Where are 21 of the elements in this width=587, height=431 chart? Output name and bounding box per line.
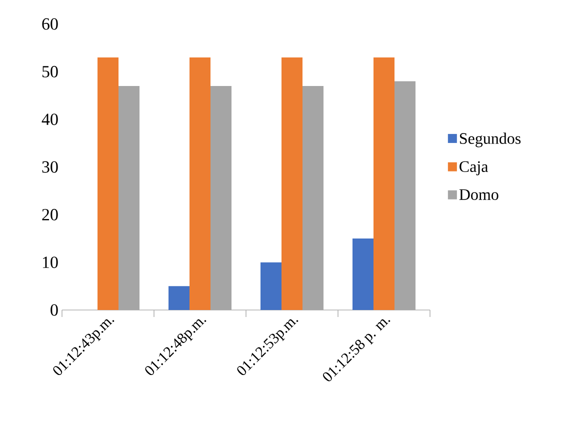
y-tick-label: 0 bbox=[50, 304, 58, 316]
y-tick-label: 50 bbox=[42, 66, 58, 78]
bar bbox=[394, 81, 416, 310]
y-tick-label: 20 bbox=[42, 208, 58, 220]
legend-label: Caja bbox=[460, 161, 488, 176]
y-tick-label: 30 bbox=[42, 161, 58, 173]
bar bbox=[374, 57, 394, 310]
bar bbox=[352, 238, 374, 310]
y-tick-label: 40 bbox=[42, 114, 58, 126]
bar bbox=[168, 286, 190, 310]
bar bbox=[210, 86, 232, 310]
bar bbox=[118, 86, 140, 310]
bar bbox=[98, 57, 119, 310]
bar bbox=[302, 86, 324, 310]
bar bbox=[190, 57, 211, 310]
bar bbox=[282, 57, 303, 310]
legend-label: Segundos bbox=[460, 132, 521, 148]
bar bbox=[260, 262, 282, 310]
y-tick-label: 10 bbox=[42, 256, 58, 268]
y-tick-label: 60 bbox=[42, 18, 58, 30]
legend-label: Domo bbox=[459, 189, 498, 200]
